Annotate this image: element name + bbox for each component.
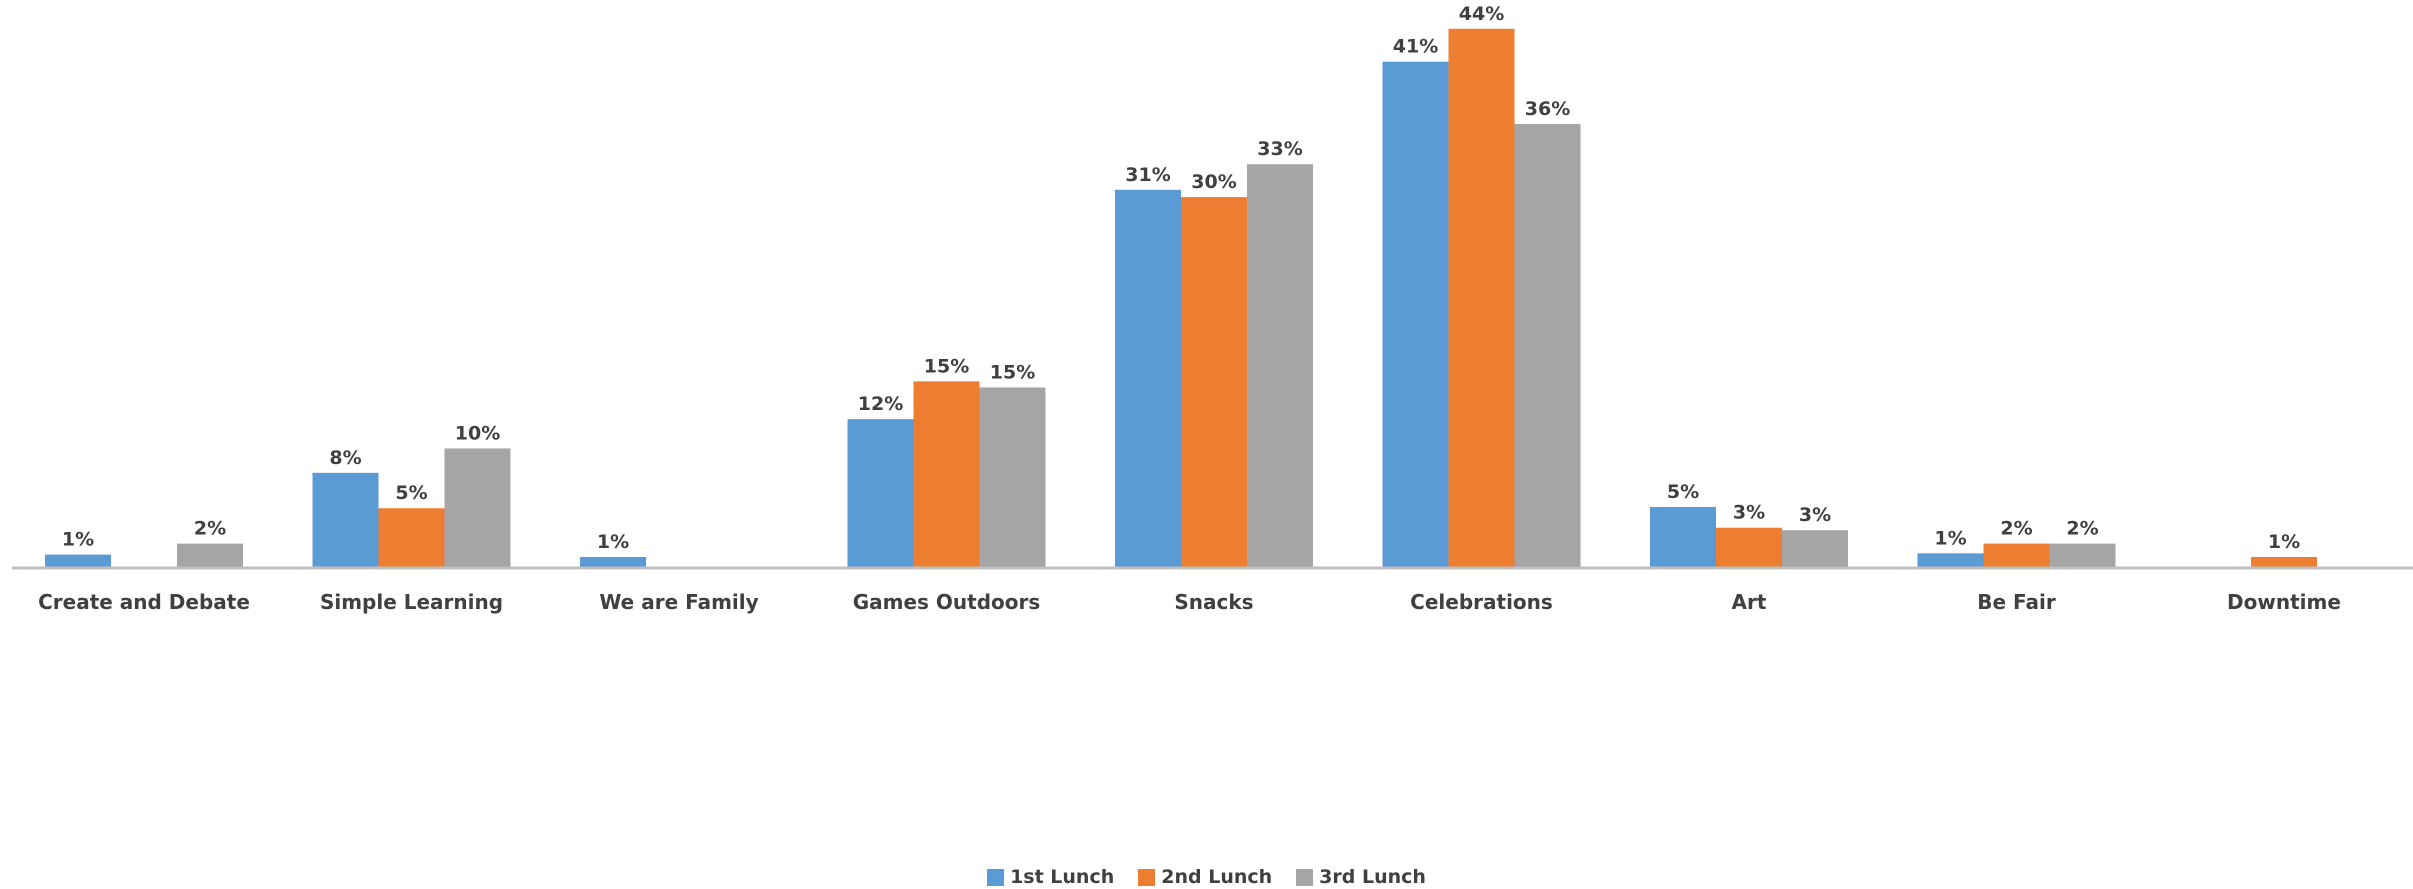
category-label-create-and-debate: Create and Debate <box>38 590 250 614</box>
data-label-games-outdoors-3rd-lunch: 15% <box>990 361 1035 383</box>
data-label-create-and-debate-1st-lunch: 1% <box>62 529 94 551</box>
bar-create-and-debate-1st-lunch <box>45 554 111 568</box>
category-label-art: Art <box>1732 590 1767 614</box>
bar-art-2nd-lunch <box>1716 527 1782 568</box>
data-label-snacks-1st-lunch: 31% <box>1125 164 1170 186</box>
category-label-we-are-family: We are Family <box>599 590 758 614</box>
data-label-games-outdoors-1st-lunch: 12% <box>858 393 903 415</box>
bar-simple-learning-2nd-lunch <box>378 508 445 568</box>
data-label-games-outdoors-2nd-lunch: 15% <box>924 355 969 377</box>
value-labels-group: 1% 2% 8% 5% 10% 1% 12% 15% 15% 31% 30% 33% 41% 44% 36%… <box>62 3 2300 553</box>
category-label-celebrations: Celebrations <box>1410 590 1553 614</box>
data-label-simple-learning-2nd-lunch: 5% <box>395 482 427 504</box>
bar-celebrations-3rd-lunch <box>1514 123 1581 569</box>
bar-games-outdoors-2nd-lunch <box>913 381 980 568</box>
category-label-snacks: Snacks <box>1174 590 1253 614</box>
category-label-be-fair: Be Fair <box>1977 590 2056 614</box>
bar-games-outdoors-3rd-lunch <box>979 387 1046 568</box>
legend-swatch-1st-lunch <box>987 868 1005 886</box>
data-label-celebrations-3rd-lunch: 36% <box>1525 98 1570 120</box>
data-label-simple-learning-3rd-lunch: 10% <box>455 422 500 444</box>
category-label-downtime: Downtime <box>2227 590 2341 614</box>
data-label-be-fair-3rd-lunch: 2% <box>2066 518 2098 540</box>
data-label-snacks-2nd-lunch: 30% <box>1191 171 1236 193</box>
bar-snacks-3rd-lunch <box>1247 164 1313 568</box>
category-label-games-outdoors: Games Outdoors <box>853 590 1041 614</box>
data-label-art-3rd-lunch: 3% <box>1799 504 1831 526</box>
legend-swatch-3rd-lunch <box>1296 868 1314 886</box>
data-label-celebrations-1st-lunch: 41% <box>1393 36 1438 58</box>
data-label-art-1st-lunch: 5% <box>1667 481 1699 503</box>
bar-games-outdoors-1st-lunch <box>847 419 914 568</box>
legend-item-1st-lunch: 1st Lunch <box>987 866 1114 888</box>
bar-create-and-debate-3rd-lunch <box>177 543 243 568</box>
legend-swatch-2nd-lunch <box>1138 868 1156 886</box>
bar-snacks-1st-lunch <box>1115 189 1181 569</box>
data-label-snacks-3rd-lunch: 33% <box>1257 138 1302 160</box>
bar-chart: 1% 2% 8% 5% 10% 1% 12% 15% 15% 31% 30% 33% 41% 44% 36%… <box>12 3 2413 614</box>
legend-item-2nd-lunch: 2nd Lunch <box>1138 866 1272 888</box>
bar-simple-learning-1st-lunch <box>312 472 379 568</box>
data-label-be-fair-2nd-lunch: 2% <box>2000 518 2032 540</box>
bar-celebrations-1st-lunch <box>1382 61 1449 568</box>
legend-label: 2nd Lunch <box>1161 866 1273 888</box>
bar-art-3rd-lunch <box>1782 530 1848 568</box>
data-label-celebrations-2nd-lunch: 44% <box>1459 3 1504 25</box>
data-label-be-fair-1st-lunch: 1% <box>1934 527 1966 549</box>
data-label-downtime-2nd-lunch: 1% <box>2268 531 2300 553</box>
bar-be-fair-3rd-lunch <box>2049 543 2116 568</box>
data-label-create-and-debate-3rd-lunch: 2% <box>194 518 226 540</box>
category-labels-group: Create and Debate Simple Learning We are F… <box>38 590 2341 614</box>
bar-snacks-2nd-lunch <box>1181 197 1247 568</box>
bar-we-are-family-1st-lunch <box>580 557 646 568</box>
bar-simple-learning-3rd-lunch <box>444 448 511 568</box>
legend-label: 3rd Lunch <box>1319 866 1426 888</box>
bar-art-1st-lunch <box>1650 507 1716 568</box>
data-label-simple-learning-1st-lunch: 8% <box>329 447 361 469</box>
bar-be-fair-2nd-lunch <box>1983 543 2050 568</box>
data-label-we-are-family-1st-lunch: 1% <box>597 531 629 553</box>
bar-be-fair-1st-lunch <box>1917 553 1984 568</box>
bar-celebrations-2nd-lunch <box>1448 28 1515 568</box>
bar-downtime-2nd-lunch <box>2251 557 2317 568</box>
data-label-art-2nd-lunch: 3% <box>1733 502 1765 524</box>
legend: 1st Lunch 2nd Lunch 3rd Lunch <box>0 866 2413 888</box>
category-label-simple-learning: Simple Learning <box>320 590 503 614</box>
legend-label: 1st Lunch <box>1010 866 1115 888</box>
bars-group <box>45 28 2317 569</box>
legend-item-3rd-lunch: 3rd Lunch <box>1296 866 1426 888</box>
